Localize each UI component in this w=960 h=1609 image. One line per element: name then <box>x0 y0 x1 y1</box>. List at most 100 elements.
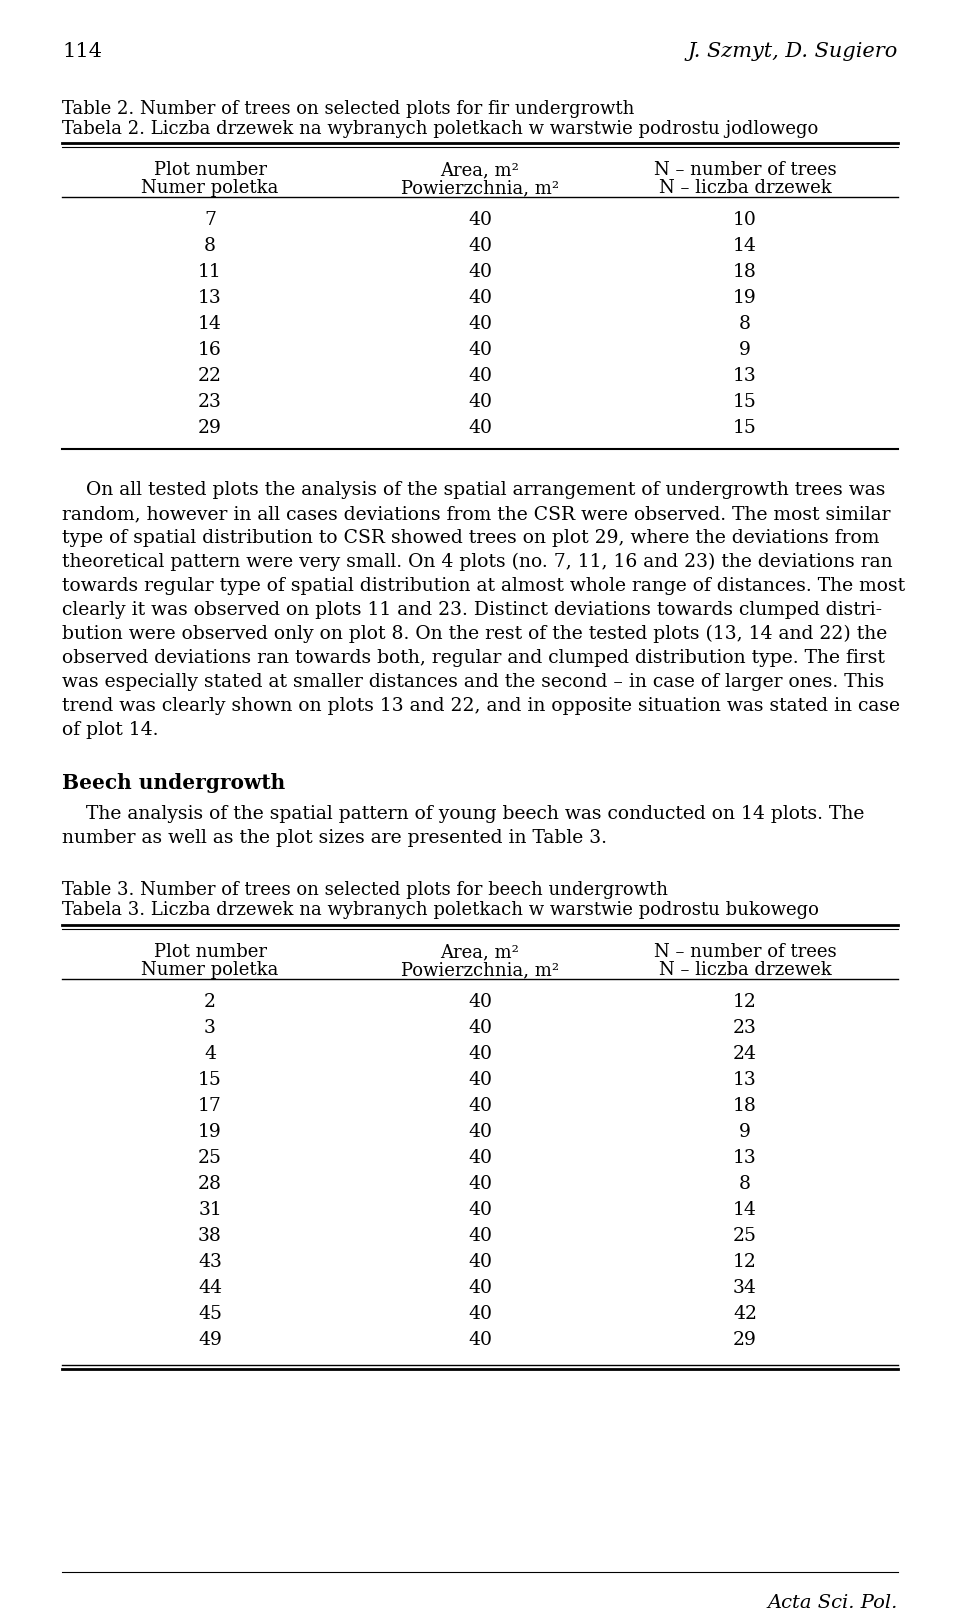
Text: 13: 13 <box>733 367 756 385</box>
Text: 40: 40 <box>468 1044 492 1064</box>
Text: 15: 15 <box>198 1072 222 1089</box>
Text: 45: 45 <box>198 1305 222 1323</box>
Text: clearly it was observed on plots 11 and 23. Distinct deviations towards clumped : clearly it was observed on plots 11 and … <box>62 602 882 619</box>
Text: 40: 40 <box>468 1279 492 1297</box>
Text: 40: 40 <box>468 1018 492 1036</box>
Text: 40: 40 <box>468 1305 492 1323</box>
Text: 40: 40 <box>468 1175 492 1192</box>
Text: 4: 4 <box>204 1044 216 1064</box>
Text: 40: 40 <box>468 1123 492 1141</box>
Text: J. Szmyt, D. Sugiero: J. Szmyt, D. Sugiero <box>687 42 898 61</box>
Text: Acta Sci. Pol.: Acta Sci. Pol. <box>768 1595 898 1609</box>
Text: Table 3. Number of trees on selected plots for beech undergrowth: Table 3. Number of trees on selected plo… <box>62 882 668 899</box>
Text: 49: 49 <box>198 1331 222 1348</box>
Text: 25: 25 <box>733 1228 757 1245</box>
Text: 14: 14 <box>733 237 756 254</box>
Text: N – number of trees: N – number of trees <box>654 161 836 179</box>
Text: Plot number: Plot number <box>154 943 267 961</box>
Text: 40: 40 <box>468 1253 492 1271</box>
Text: 40: 40 <box>468 237 492 254</box>
Text: 40: 40 <box>468 1200 492 1220</box>
Text: 40: 40 <box>468 993 492 1010</box>
Text: 18: 18 <box>733 262 756 282</box>
Text: 9: 9 <box>739 341 751 359</box>
Text: 40: 40 <box>468 418 492 438</box>
Text: 19: 19 <box>198 1123 222 1141</box>
Text: On all tested plots the analysis of the spatial arrangement of undergrowth trees: On all tested plots the analysis of the … <box>62 481 885 499</box>
Text: N – liczba drzewek: N – liczba drzewek <box>659 179 831 196</box>
Text: 34: 34 <box>733 1279 756 1297</box>
Text: 8: 8 <box>739 315 751 333</box>
Text: 40: 40 <box>468 211 492 228</box>
Text: 10: 10 <box>733 211 756 228</box>
Text: 12: 12 <box>733 1253 756 1271</box>
Text: Numer poletka: Numer poletka <box>141 961 278 978</box>
Text: of plot 14.: of plot 14. <box>62 721 158 739</box>
Text: trend was clearly shown on plots 13 and 22, and in opposite situation was stated: trend was clearly shown on plots 13 and … <box>62 697 900 714</box>
Text: 40: 40 <box>468 341 492 359</box>
Text: type of spatial distribution to CSR showed trees on plot 29, where the deviation: type of spatial distribution to CSR show… <box>62 529 879 547</box>
Text: Powierzchnia, m²: Powierzchnia, m² <box>401 179 559 196</box>
Text: 8: 8 <box>204 237 216 254</box>
Text: 9: 9 <box>739 1123 751 1141</box>
Text: 11: 11 <box>198 262 222 282</box>
Text: 7: 7 <box>204 211 216 228</box>
Text: 13: 13 <box>733 1149 756 1167</box>
Text: 18: 18 <box>733 1097 756 1115</box>
Text: 2: 2 <box>204 993 216 1010</box>
Text: 38: 38 <box>198 1228 222 1245</box>
Text: 25: 25 <box>198 1149 222 1167</box>
Text: N – number of trees: N – number of trees <box>654 943 836 961</box>
Text: 14: 14 <box>733 1200 756 1220</box>
Text: random, however in all cases deviations from the CSR were observed. The most sim: random, however in all cases deviations … <box>62 505 891 523</box>
Text: 3: 3 <box>204 1018 216 1036</box>
Text: 8: 8 <box>739 1175 751 1192</box>
Text: 43: 43 <box>198 1253 222 1271</box>
Text: number as well as the plot sizes are presented in Table 3.: number as well as the plot sizes are pre… <box>62 829 607 846</box>
Text: 22: 22 <box>198 367 222 385</box>
Text: 24: 24 <box>733 1044 757 1064</box>
Text: 14: 14 <box>198 315 222 333</box>
Text: Plot number: Plot number <box>154 161 267 179</box>
Text: bution were observed only on plot 8. On the rest of the tested plots (13, 14 and: bution were observed only on plot 8. On … <box>62 624 887 644</box>
Text: theoretical pattern were very small. On 4 plots (no. 7, 11, 16 and 23) the devia: theoretical pattern were very small. On … <box>62 553 893 571</box>
Text: 40: 40 <box>468 393 492 410</box>
Text: Powierzchnia, m²: Powierzchnia, m² <box>401 961 559 978</box>
Text: 23: 23 <box>733 1018 756 1036</box>
Text: 29: 29 <box>733 1331 756 1348</box>
Text: 40: 40 <box>468 1228 492 1245</box>
Text: was especially stated at smaller distances and the second – in case of larger on: was especially stated at smaller distanc… <box>62 673 884 690</box>
Text: Table 2. Number of trees on selected plots for fir undergrowth: Table 2. Number of trees on selected plo… <box>62 100 635 117</box>
Text: Tabela 2. Liczba drzewek na wybranych poletkach w warstwie podrostu jodlowego: Tabela 2. Liczba drzewek na wybranych po… <box>62 121 818 138</box>
Text: 13: 13 <box>198 290 222 307</box>
Text: 40: 40 <box>468 262 492 282</box>
Text: Beech undergrowth: Beech undergrowth <box>62 772 285 793</box>
Text: 42: 42 <box>733 1305 757 1323</box>
Text: 28: 28 <box>198 1175 222 1192</box>
Text: 16: 16 <box>198 341 222 359</box>
Text: 40: 40 <box>468 1331 492 1348</box>
Text: 40: 40 <box>468 315 492 333</box>
Text: Area, m²: Area, m² <box>441 161 519 179</box>
Text: The analysis of the spatial pattern of young beech was conducted on 14 plots. Th: The analysis of the spatial pattern of y… <box>62 804 864 822</box>
Text: 31: 31 <box>198 1200 222 1220</box>
Text: Area, m²: Area, m² <box>441 943 519 961</box>
Text: Numer poletka: Numer poletka <box>141 179 278 196</box>
Text: 40: 40 <box>468 367 492 385</box>
Text: 15: 15 <box>733 418 756 438</box>
Text: 13: 13 <box>733 1072 756 1089</box>
Text: 23: 23 <box>198 393 222 410</box>
Text: 114: 114 <box>62 42 102 61</box>
Text: 40: 40 <box>468 1097 492 1115</box>
Text: 40: 40 <box>468 1149 492 1167</box>
Text: 15: 15 <box>733 393 756 410</box>
Text: 17: 17 <box>198 1097 222 1115</box>
Text: 40: 40 <box>468 290 492 307</box>
Text: 29: 29 <box>198 418 222 438</box>
Text: 44: 44 <box>198 1279 222 1297</box>
Text: 19: 19 <box>733 290 756 307</box>
Text: 12: 12 <box>733 993 756 1010</box>
Text: observed deviations ran towards both, regular and clumped distribution type. The: observed deviations ran towards both, re… <box>62 648 885 668</box>
Text: Tabela 3. Liczba drzewek na wybranych poletkach w warstwie podrostu bukowego: Tabela 3. Liczba drzewek na wybranych po… <box>62 901 819 919</box>
Text: 40: 40 <box>468 1072 492 1089</box>
